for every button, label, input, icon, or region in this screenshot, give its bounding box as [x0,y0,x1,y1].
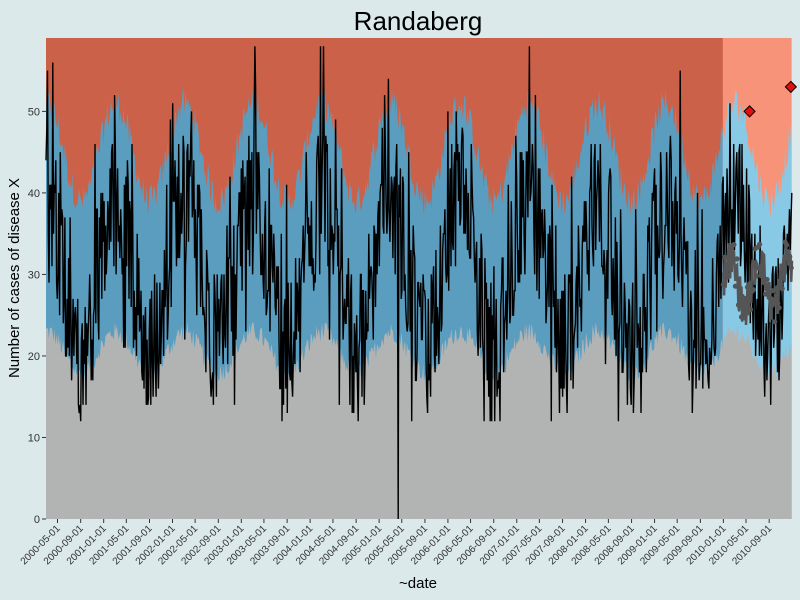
forecast-estimate-point [734,256,740,262]
forecast-estimate-point [747,306,754,313]
forecast-estimate-point [720,281,727,288]
y-tick-label: 30 [28,269,40,281]
y-tick-label: 20 [28,351,40,363]
y-tick-label: 10 [28,432,40,444]
forecast-estimate-point [731,242,737,248]
forecast-estimate-line [722,241,794,326]
alert-marker [784,80,798,94]
x-axis-label: ~date [399,575,437,592]
forecast-estimate-point [735,302,742,308]
forecast-estimate-point [772,319,778,325]
forecast-estimate-point [775,300,781,306]
y-tick-label: 0 [34,514,40,526]
forecast-estimate-point [758,263,764,270]
forecast-estimate-point [778,281,784,287]
forecast-estimate-point [784,242,790,248]
forecast-estimate-point [725,274,731,280]
normal-band-history [46,322,724,519]
forecast-estimate-point [773,285,779,292]
y-tick-label: 50 [28,106,40,118]
forecast-estimate-point [779,286,785,292]
forecast-estimate-point [743,298,749,304]
plot-area [45,38,798,520]
forecast-estimate-point [760,274,766,280]
forecast-estimate-point [787,254,793,260]
forecast-estimate-point [764,276,770,283]
forecast-estimate-point [737,298,743,304]
forecast-estimate-point [785,249,791,255]
y-tick-label: 40 [28,188,40,200]
forecast-estimate-point [757,241,763,247]
forecast-estimate-point [769,296,775,302]
chart-title: Randaberg [354,6,483,36]
forecast-estimate-point [776,305,782,311]
forecast-estimate-point [722,254,728,260]
y-axis: 0 10 20 30 40 50 [28,106,46,526]
alert-marker [743,105,756,118]
forecast-estimate-point [741,315,748,321]
forecast-estimate-point [732,283,739,289]
x-axis: 2000-05-012000-09-012001-01-012001-05-01… [19,519,775,567]
y-axis-label: Number of cases of disease X [6,178,23,378]
forecast-estimate-point [726,250,733,257]
normal-band-forecast [722,325,792,519]
forecast-estimate-point [750,287,757,293]
forecast-estimate-point [754,273,760,279]
forecast-estimate-point [763,291,769,297]
forecast-estimate-point [729,255,736,262]
forecast-estimate-series [720,239,794,326]
observed-line [45,46,793,520]
forecast-estimate-point [788,265,794,271]
forecast-estimate-point [781,265,787,271]
forecast-estimate-point [766,284,772,290]
forecast-estimate-point [740,304,746,310]
